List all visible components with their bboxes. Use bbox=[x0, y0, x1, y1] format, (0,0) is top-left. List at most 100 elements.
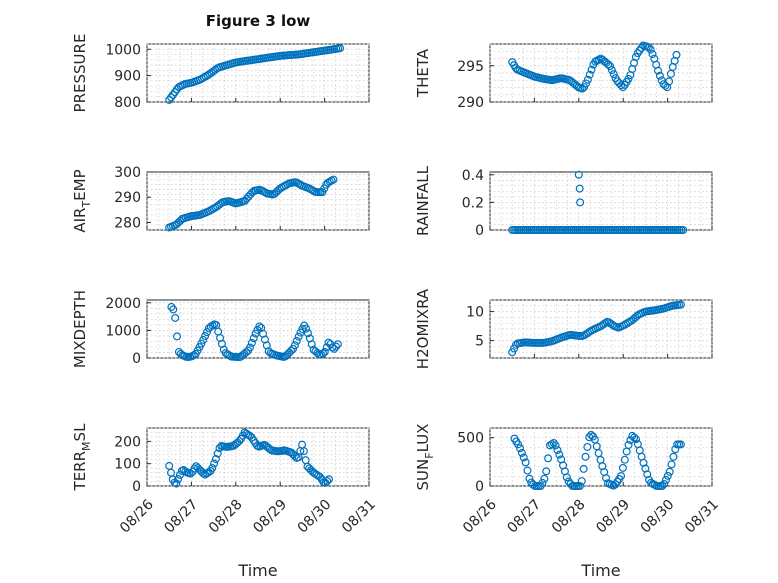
y-axis-label: SUNFLUX bbox=[414, 424, 436, 491]
data-point bbox=[607, 66, 616, 75]
data-point bbox=[167, 93, 176, 102]
panel-theta: 290 295 THETA bbox=[414, 41, 713, 111]
y-axis-label: H2OMIXRA bbox=[414, 288, 432, 369]
y-axis-label: TERRMSL bbox=[71, 423, 93, 492]
data-point bbox=[665, 467, 674, 476]
data-point bbox=[562, 473, 571, 482]
data-point bbox=[517, 448, 526, 457]
data-point bbox=[646, 45, 655, 54]
y-tick-label: 1000 bbox=[105, 323, 141, 339]
y-tick-label: 0.4 bbox=[462, 168, 484, 184]
x-tick-label: 08/31 bbox=[339, 497, 379, 537]
data-point bbox=[174, 475, 183, 484]
data-point bbox=[579, 464, 588, 473]
data-point bbox=[654, 66, 663, 75]
data-point bbox=[618, 83, 627, 92]
data-point bbox=[601, 319, 610, 328]
data-point bbox=[602, 474, 611, 483]
y-axis-label: AIRTEMP bbox=[71, 169, 93, 232]
data-point bbox=[245, 343, 254, 352]
data-point bbox=[514, 440, 523, 449]
y-tick-label: 5 bbox=[475, 334, 484, 350]
y-tick-label: 290 bbox=[114, 190, 141, 206]
data-point bbox=[332, 342, 341, 351]
data-point bbox=[208, 321, 217, 330]
y-tick-label: 290 bbox=[457, 95, 484, 111]
data-point bbox=[582, 79, 591, 88]
data-point bbox=[235, 437, 244, 446]
data-point bbox=[302, 324, 311, 333]
y-tick-label: 800 bbox=[114, 95, 141, 111]
data-point bbox=[516, 444, 525, 453]
data-point bbox=[167, 302, 176, 311]
y-tick-label: 500 bbox=[457, 431, 484, 447]
data-point bbox=[208, 464, 217, 473]
data-point bbox=[583, 442, 592, 451]
data-point bbox=[199, 469, 208, 478]
data-point bbox=[672, 50, 681, 59]
data-point bbox=[609, 70, 618, 79]
data-point bbox=[667, 460, 676, 469]
y-tick-label: 0 bbox=[132, 351, 141, 367]
data-point bbox=[665, 77, 674, 86]
data-point bbox=[657, 76, 666, 85]
data-point bbox=[299, 447, 308, 456]
y-axis-label: THETA bbox=[414, 48, 432, 98]
data-point bbox=[624, 440, 633, 449]
data-point bbox=[669, 452, 678, 461]
data-point bbox=[547, 440, 556, 449]
y-tick-label: 0 bbox=[475, 223, 484, 239]
data-point bbox=[313, 348, 322, 357]
data-point bbox=[676, 440, 685, 449]
panel-rainfall: 0 0.2 0.4 RAINFALL bbox=[414, 165, 713, 239]
x-tick-label: 08/27 bbox=[161, 497, 201, 537]
data-point bbox=[172, 479, 181, 488]
data-point bbox=[225, 351, 234, 360]
data-point bbox=[661, 475, 670, 484]
x-tick-label: 08/28 bbox=[206, 497, 246, 537]
data-point bbox=[587, 65, 596, 74]
data-point bbox=[617, 472, 626, 481]
data-point bbox=[290, 341, 299, 350]
data-point bbox=[655, 71, 664, 80]
data-point bbox=[544, 454, 553, 463]
data-point bbox=[290, 452, 299, 461]
y-tick-label: 300 bbox=[114, 165, 141, 181]
data-point bbox=[216, 199, 225, 208]
data-point bbox=[631, 52, 640, 61]
data-point bbox=[577, 477, 586, 486]
data-point bbox=[201, 332, 210, 341]
data-point bbox=[551, 441, 560, 450]
panel-terr_msl: 0 100 200 08/26 08/27 08/28 08/29 08/30 08/31 Tim… bbox=[71, 423, 379, 580]
data-point bbox=[199, 335, 208, 344]
y-tick-label: 2000 bbox=[105, 296, 141, 312]
data-point bbox=[171, 313, 180, 322]
data-point bbox=[618, 463, 627, 472]
x-axis-label: Time bbox=[580, 561, 620, 580]
data-point bbox=[211, 455, 220, 464]
data-point bbox=[173, 332, 182, 341]
data-point bbox=[165, 95, 174, 104]
y-tick-label: 280 bbox=[114, 215, 141, 231]
data-point bbox=[508, 348, 517, 357]
data-point bbox=[529, 480, 538, 489]
data-point bbox=[307, 340, 316, 349]
y-tick-label: 0 bbox=[475, 479, 484, 495]
data-point bbox=[169, 305, 178, 314]
chart-title: Figure 3 low bbox=[206, 12, 311, 30]
data-point bbox=[658, 482, 667, 491]
data-point bbox=[606, 62, 615, 71]
y-tick-label: 100 bbox=[114, 457, 141, 473]
data-point bbox=[574, 170, 583, 179]
data-point bbox=[210, 459, 219, 468]
data-point bbox=[620, 455, 629, 464]
data-point bbox=[523, 466, 532, 475]
data-point bbox=[555, 450, 564, 459]
data-point bbox=[575, 184, 584, 193]
data-point bbox=[292, 336, 301, 345]
data-point bbox=[576, 198, 585, 207]
data-point bbox=[249, 334, 258, 343]
y-axis-label: MIXDEPTH bbox=[71, 290, 89, 368]
data-point bbox=[575, 482, 584, 491]
